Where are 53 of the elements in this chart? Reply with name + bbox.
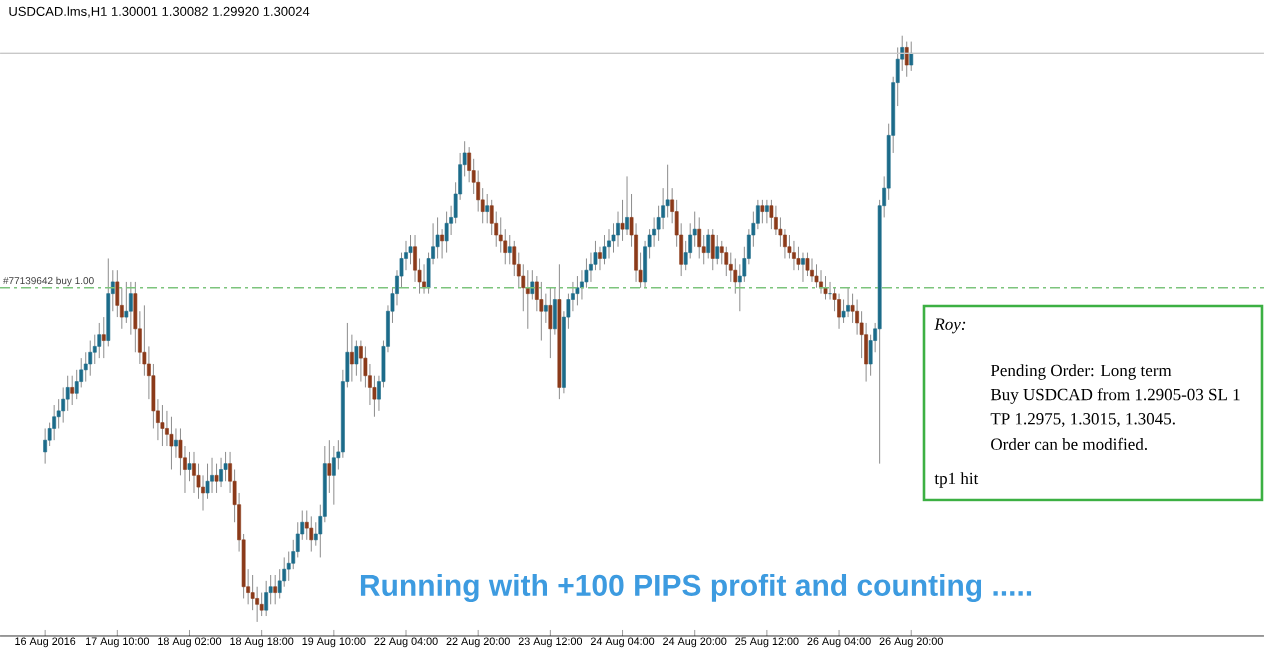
candlestick (792, 240, 796, 271)
candlestick (575, 275, 580, 306)
candlestick (715, 234, 720, 265)
candlestick (88, 340, 93, 377)
candlestick (823, 275, 828, 300)
text: Order can be modified. (991, 437, 1147, 451)
candlestick (169, 416, 174, 470)
candlestick (805, 252, 810, 277)
text: TP 1.2975, 1.3015, 1.3045. (990, 413, 1175, 427)
candlestick (507, 234, 512, 265)
candlestick (846, 287, 850, 318)
candlestick (359, 340, 363, 383)
candlestick (814, 263, 819, 289)
candlestick (444, 211, 449, 254)
candlestick (52, 404, 57, 441)
text: Roy: (934, 318, 966, 334)
candlestick (837, 293, 841, 330)
candlestick (760, 199, 765, 224)
candlestick (101, 316, 106, 359)
candlestick (128, 281, 133, 336)
candlestick (309, 515, 314, 553)
candlestick (354, 340, 359, 377)
annotation: Running with +100 PIPS profit and counting ..... (360, 573, 1032, 603)
candlestick (192, 451, 196, 494)
candlestick (801, 252, 805, 283)
candlestick (219, 457, 223, 488)
candlestick (70, 375, 75, 406)
text: Buy USDCAD from 1.2905-03 SL 1 (990, 388, 1240, 404)
candlestick (539, 281, 544, 342)
candlestick (331, 445, 336, 506)
candlestick (765, 199, 769, 224)
candlestick (160, 404, 165, 447)
candlestick (724, 246, 729, 277)
candlestick (273, 574, 278, 605)
text: Pending Order: Long term (990, 364, 1172, 380)
candlestick (810, 257, 814, 283)
candlestick (264, 580, 269, 617)
candlestick (607, 228, 611, 259)
candlestick (210, 457, 214, 494)
candlestick (214, 463, 219, 494)
candlestick (769, 199, 774, 230)
candlestick (97, 322, 102, 359)
candlestick (697, 216, 702, 259)
candlestick (435, 216, 440, 259)
candlestick (548, 287, 553, 359)
candlestick (259, 592, 264, 617)
candlestick (43, 427, 48, 465)
candlestick (710, 228, 715, 271)
candlestick (909, 41, 914, 72)
candlestick (602, 234, 607, 265)
text: tp1 hit (934, 472, 979, 488)
candlestick (819, 269, 823, 295)
candlestick (904, 41, 909, 78)
